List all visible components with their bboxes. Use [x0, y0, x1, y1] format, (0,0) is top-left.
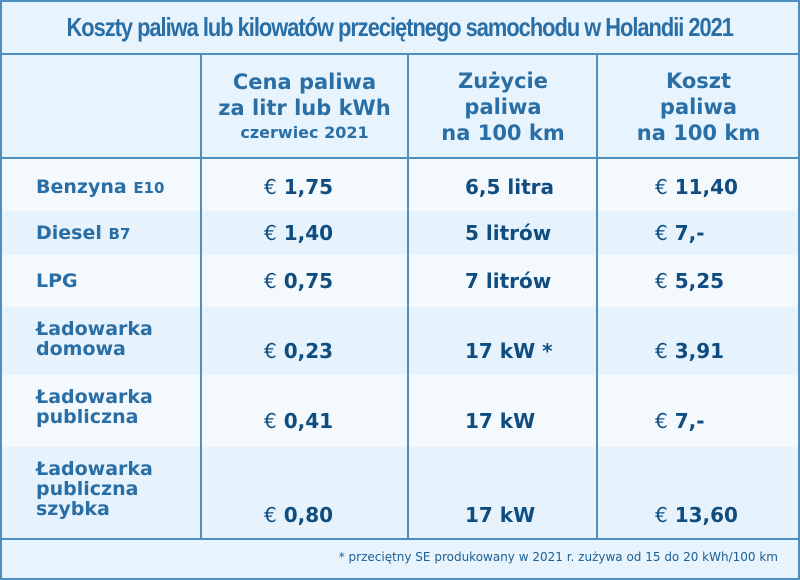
euro-symbol: € [655, 175, 668, 199]
header-line: na 100 km [441, 121, 565, 145]
euro-symbol: € [264, 503, 277, 527]
euro-symbol: € [655, 339, 668, 363]
table-row: LPG € 0,75 7 litrów € 5,25 [2, 255, 798, 307]
header-line: Koszt [665, 69, 732, 93]
cost-value: 7,- [674, 221, 705, 245]
header-line: Zużycie [458, 69, 548, 93]
divider [2, 538, 798, 540]
consumption-value: 6,5 litra [465, 175, 555, 199]
price-value: 1,75 [283, 175, 334, 199]
divider [2, 157, 798, 159]
row-label: LPG [36, 270, 78, 292]
header-consumption: Zużycie paliwa na 100 km [409, 56, 597, 158]
row-label-sub: B7 [108, 225, 131, 243]
price-value: 0,75 [283, 269, 334, 293]
row-label-line3: szybka [36, 498, 110, 520]
euro-symbol: € [264, 409, 277, 433]
header-line: czerwiec 2021 [240, 123, 369, 142]
consumption-value: 17 kW [465, 503, 536, 527]
header-cost: Koszt paliwa na 100 km [599, 56, 798, 158]
cost-value: 7,- [674, 409, 705, 433]
cost-value: 5,25 [674, 269, 725, 293]
euro-symbol: € [655, 269, 668, 293]
consumption-value: 17 kW [465, 409, 536, 433]
table-row: Ładowarka publiczna € 0,41 17 kW € 7,- [2, 375, 798, 447]
price-value: 0,80 [283, 503, 334, 527]
row-label: Benzyna [36, 176, 127, 198]
euro-symbol: € [655, 221, 668, 245]
table-row: Ładowarka publiczna szybka € 0,80 17 kW € … [2, 447, 798, 539]
table-row: Diesel B7 € 1,40 5 litrów € 7,- [2, 211, 798, 255]
header-line: paliwa [464, 95, 542, 119]
table-row: Benzyna E10 € 1,75 6,5 litra € 11,40 [2, 159, 798, 211]
row-label: Diesel [36, 222, 102, 244]
price-value: 0,23 [283, 339, 334, 363]
consumption-value: 7 litrów [465, 269, 552, 293]
title-text: Koszty paliwa lub kilowatów przeciętnego… [66, 12, 734, 42]
table-title: Koszty paliwa lub kilowatów przeciętnego… [2, 2, 798, 55]
row-label-sub: E10 [133, 179, 165, 197]
euro-symbol: € [655, 409, 668, 433]
euro-symbol: € [655, 503, 668, 527]
price-value: 0,41 [283, 409, 334, 433]
divider [407, 54, 409, 538]
row-label: Ładowarka [36, 386, 153, 408]
price-value: 1,40 [283, 221, 334, 245]
euro-symbol: € [264, 339, 277, 363]
row-label: Ładowarka [36, 458, 153, 480]
euro-symbol: € [264, 175, 277, 199]
row-label-line2: publiczna [36, 478, 139, 500]
row-label-line2: domowa [36, 338, 126, 360]
cost-value: 13,60 [674, 503, 738, 527]
header-price: Cena paliwa za litr lub kWh czerwiec 202… [202, 56, 407, 158]
table-row: Ładowarka domowa € 0,23 17 kW * € 3,91 [2, 307, 798, 375]
row-label: Ładowarka [36, 318, 153, 340]
row-label-line2: publiczna [36, 406, 139, 428]
footnote-text: * przeciętny SE produkowany w 2021 r. zu… [338, 550, 778, 564]
header-line: na 100 km [636, 121, 761, 145]
euro-symbol: € [264, 269, 277, 293]
cost-value: 11,40 [674, 175, 738, 199]
header-line: paliwa [659, 95, 738, 119]
divider [596, 54, 598, 538]
euro-symbol: € [264, 221, 277, 245]
divider [200, 54, 202, 538]
footnote: * przeciętny SE produkowany w 2021 r. zu… [2, 540, 798, 578]
consumption-value: 5 litrów [465, 221, 552, 245]
header-line: Cena paliwa [232, 70, 377, 94]
cost-value: 3,91 [674, 339, 725, 363]
header-line: za litr lub kWh [218, 96, 391, 120]
consumption-value: 17 kW * [465, 339, 553, 363]
